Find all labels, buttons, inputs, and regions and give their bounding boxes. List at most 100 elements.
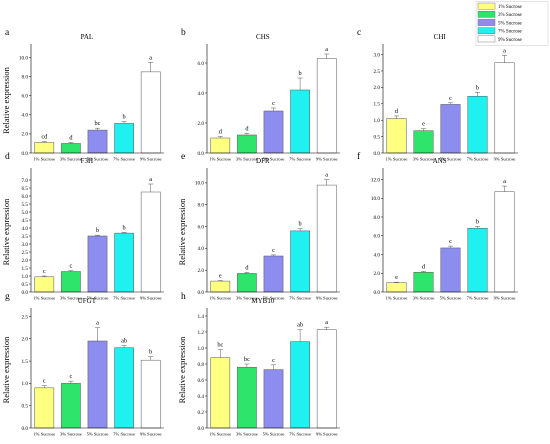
x-tick-label: 7% Sucrose <box>289 296 311 301</box>
y-tick-label: 4.0 <box>198 246 205 252</box>
bar <box>263 255 284 293</box>
legend-label: 5% Sucrose <box>498 21 523 26</box>
x-tick-label: 5% Sucrose <box>440 296 462 301</box>
significance-label: bc <box>244 356 250 363</box>
y-tick-label: 0.5 <box>22 282 29 288</box>
bar <box>61 271 81 293</box>
legend-label: 9% Sucrose <box>498 38 523 43</box>
legend-label: 1% Sucrose <box>498 5 523 10</box>
significance-label: b <box>123 114 126 121</box>
panel-letter: f <box>357 151 361 162</box>
bar <box>316 184 337 293</box>
bar <box>87 129 108 154</box>
y-tick-label: 0.0 <box>22 151 29 157</box>
y-tick-label: 4.0 <box>22 226 29 232</box>
panel-letter: g <box>5 292 10 302</box>
bar <box>467 95 488 154</box>
bar <box>87 340 108 429</box>
x-tick-label: 3% Sucrose <box>413 296 435 301</box>
significance-label: e <box>422 121 425 128</box>
significance-label: a <box>149 54 152 61</box>
y-tick-label: 2.0 <box>198 268 205 274</box>
bar <box>210 280 231 293</box>
x-tick-label: 9% Sucrose <box>494 296 516 301</box>
y-tick-label: 3.0 <box>374 52 381 58</box>
chart-panel-g: g UFGT Relative expression c 1% Sucrose c 3% S… <box>1 292 164 437</box>
x-tick-label: 3% Sucrose <box>236 157 258 162</box>
x-tick-label: 3% Sucrose <box>60 432 82 437</box>
bar <box>290 341 310 429</box>
x-tick-label: 1% Sucrose <box>386 296 408 301</box>
significance-label: b <box>96 227 99 234</box>
y-tick-label: 6.0 <box>198 224 205 230</box>
x-tick-label: 3% Sucrose <box>236 432 258 437</box>
chart-panel-h: h MYB10 Relative expression bc 1% Sucrose bc 3… <box>177 292 340 437</box>
x-tick-label: 3% Sucrose <box>236 296 258 301</box>
significance-label: bc <box>95 120 101 127</box>
significance-label: d <box>219 129 223 136</box>
significance-label: d <box>422 263 426 270</box>
x-tick-label: 7% Sucrose <box>113 432 135 437</box>
y-tick-label: 4.0 <box>374 252 381 258</box>
y-axis-label: Relative expression <box>177 198 187 266</box>
significance-label: a <box>325 319 328 326</box>
significance-label: c <box>272 247 275 254</box>
chart-title: ANS <box>433 157 447 165</box>
x-tick-label: 5% Sucrose <box>87 157 109 162</box>
x-tick-label: 7% Sucrose <box>467 296 489 301</box>
x-tick-label: 7% Sucrose <box>467 157 489 162</box>
bar <box>237 366 257 429</box>
bar <box>140 71 161 154</box>
y-tick-label: 10.0 <box>371 196 380 202</box>
significance-label: e <box>219 273 222 280</box>
significance-label: b <box>299 70 302 77</box>
x-tick-label: 9% Sucrose <box>140 296 162 301</box>
significance-label: a <box>325 46 328 53</box>
chart-title: CHS <box>256 33 270 41</box>
y-tick-label: 1.0 <box>374 118 381 124</box>
y-tick-label: 1.5 <box>374 102 381 108</box>
significance-label: b <box>149 349 152 356</box>
y-tick-label: 1.0 <box>198 346 205 352</box>
bar <box>87 235 108 293</box>
chart-title: PAL <box>81 33 94 41</box>
y-tick-label: 8.0 <box>198 203 205 209</box>
y-tick-label: 2.0 <box>374 271 381 277</box>
y-tick-label: 10.0 <box>195 181 204 187</box>
x-tick-label: 9% Sucrose <box>316 296 338 301</box>
chart-title: MYB10 <box>251 297 274 305</box>
bar <box>210 357 231 429</box>
x-tick-label: 5% Sucrose <box>87 432 109 437</box>
x-tick-label: 5% Sucrose <box>87 296 109 301</box>
bar <box>440 104 461 154</box>
x-tick-label: 1% Sucrose <box>386 157 408 162</box>
bar <box>237 273 257 293</box>
panel-letter: h <box>181 292 186 302</box>
significance-label: b <box>299 221 302 228</box>
x-tick-label: 7% Sucrose <box>289 432 311 437</box>
x-tick-label: 7% Sucrose <box>289 157 311 162</box>
significance-label: a <box>325 172 328 179</box>
y-tick-label: 1.0 <box>22 381 29 387</box>
x-tick-label: 1% Sucrose <box>209 157 231 162</box>
panel-letter: e <box>181 152 185 162</box>
y-tick-label: 8.0 <box>374 215 381 221</box>
significance-label: d <box>245 126 249 133</box>
significance-label: b <box>476 218 479 225</box>
y-tick-label: 1.0 <box>22 274 29 280</box>
y-tick-label: 10.0 <box>19 55 28 61</box>
y-tick-label: 7.0 <box>22 178 29 184</box>
y-tick-label: 0.0 <box>198 426 205 432</box>
x-tick-label: 5% Sucrose <box>263 296 285 301</box>
bar <box>140 191 161 293</box>
significance-label: c <box>43 378 46 385</box>
legend-label: 7% Sucrose <box>498 30 523 35</box>
legend-swatch <box>477 35 496 43</box>
y-tick-label: 0.0 <box>374 290 381 296</box>
significance-label: cd <box>41 134 48 141</box>
bar <box>34 276 55 293</box>
x-tick-label: 9% Sucrose <box>494 157 516 162</box>
y-tick-label: 2.5 <box>22 250 29 256</box>
bar <box>114 232 134 293</box>
